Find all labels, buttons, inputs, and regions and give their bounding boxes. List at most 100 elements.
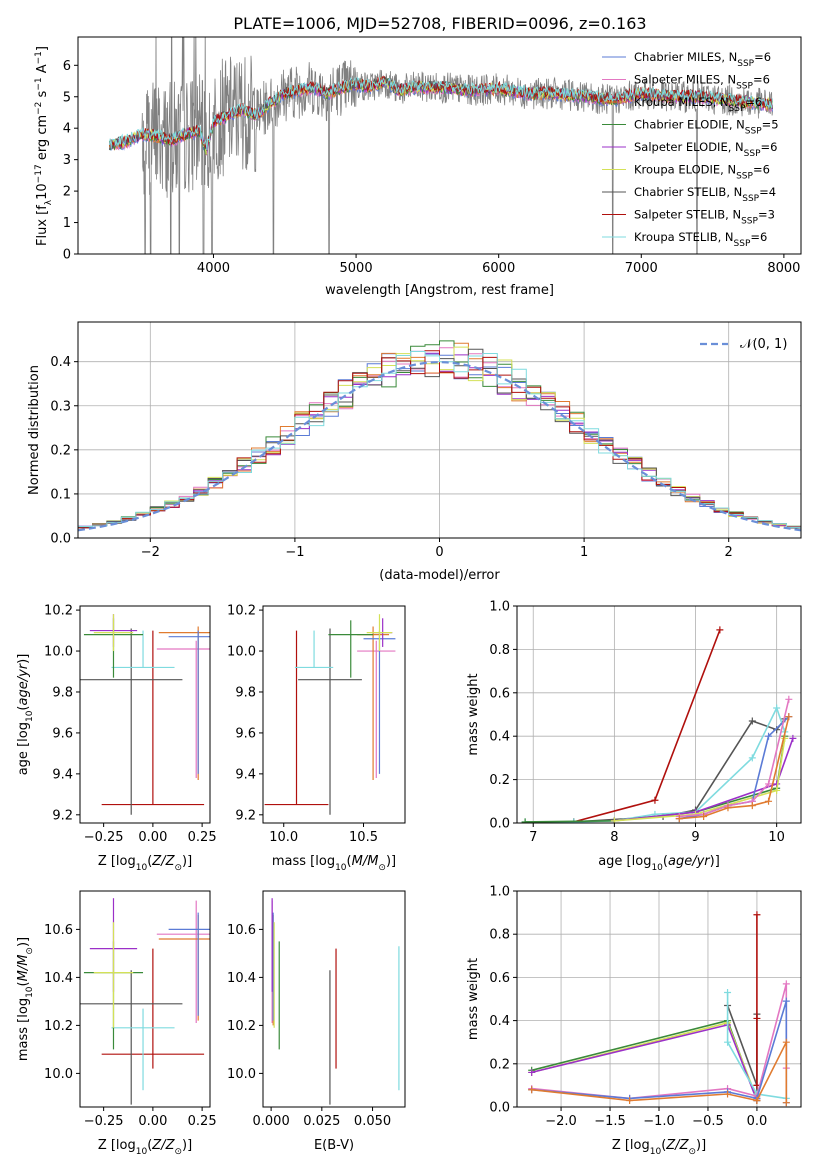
series-marker: [528, 1068, 536, 1076]
series-marker: [785, 713, 793, 721]
series-marker: [782, 1038, 790, 1046]
series-marker: [773, 704, 781, 712]
x-axis-label: E(B-V): [314, 1138, 354, 1153]
y-tick-label: 9.6: [52, 726, 73, 741]
legend-label: Kroupa MILES, NSSP=6: [634, 95, 762, 114]
y-tick-label: 10.2: [44, 1019, 73, 1034]
y-tick-label: 0.0: [489, 817, 510, 832]
x-tick-label: −1.0: [643, 1114, 675, 1129]
series-marker: [765, 780, 773, 788]
x-tick-label: 6000: [482, 261, 515, 276]
series-marker: [765, 732, 773, 740]
y-axis-label: mass [log10(M/M⊙)]: [16, 937, 35, 1061]
series-marker: [651, 796, 659, 804]
x-tick-label: 7: [529, 830, 537, 845]
y-axis-label: age [log10(age/yr)]: [16, 654, 35, 776]
x-tick-label: 0.25: [188, 830, 217, 845]
spectrum-legend: Chabrier MILES, NSSP=6 Salpeter MILES, NS…: [602, 50, 779, 249]
legend-label: Chabrier ELODIE, NSSP=5: [634, 118, 779, 137]
axes-frame: [77, 321, 802, 539]
spectrum-plot-area: [108, 37, 773, 254]
x-tick-label: 2: [725, 545, 733, 560]
y-tick-label: 1.0: [489, 600, 510, 615]
mass-z-panel: −0.25 0.00 0.25 10.0 10.2 10.4 10.6 Z [log10(Z/…: [16, 890, 217, 1157]
x-tick-label: −1.5: [594, 1114, 626, 1129]
mw-z-panel-plot-area: [528, 911, 790, 1107]
axes-frame: [516, 890, 802, 1108]
y-axis-label: Flux [fλ10−17 erg cm−2 s−1 A−1]: [34, 46, 54, 246]
x-axis-label: Z [log10(Z/Z⊙)]: [612, 1138, 706, 1157]
x-tick-label: 8: [610, 830, 618, 845]
x-tick-label: 0.00: [138, 830, 167, 845]
mw-age-panel-plot-area: [521, 626, 797, 823]
series-marker: [782, 1099, 790, 1107]
x-tick-label: 0.050: [354, 1114, 391, 1129]
axes-frame: [516, 605, 802, 824]
mass-ebv-panel-plot-area: [271, 898, 400, 1105]
y-tick-label: 0.0: [489, 1101, 510, 1116]
y-tick-label: 0.2: [489, 773, 510, 788]
y-tick-label: 9.2: [52, 808, 73, 823]
series-marker: [724, 1038, 732, 1046]
y-tick-label: 0.6: [489, 971, 510, 986]
y-tick-label: 4: [63, 122, 71, 137]
x-tick-label: −2.0: [545, 1114, 577, 1129]
y-tick-label: 0.0: [50, 532, 71, 547]
x-tick-label: 0: [435, 545, 443, 560]
x-tick-label: 9: [691, 830, 699, 845]
series-line: [726, 992, 787, 1100]
series-line: [614, 738, 786, 822]
series-line: [679, 699, 790, 818]
series-marker: [700, 812, 708, 820]
series-marker: [610, 817, 618, 823]
y-tick-label: 9.4: [235, 767, 256, 782]
hist-panel: 0.0 0.1 0.2 0.3 0.4 −2 −1 0 1 2 (data-model)/error…: [27, 321, 802, 583]
series-marker: [789, 734, 797, 742]
y-tick-label: 0.6: [489, 686, 510, 701]
age-mass-panel-plot-area: [264, 614, 396, 815]
y-tick-label: 5: [63, 90, 71, 105]
y-axis-label: Normed distribution: [27, 365, 42, 495]
y-tick-label: 0.4: [50, 355, 71, 370]
y-tick-label: 0.3: [50, 399, 71, 414]
y-tick-label: 2: [63, 185, 71, 200]
series-marker: [773, 786, 781, 794]
mw-z-panel: 0.0 0.2 0.4 0.6 0.8 1.0 −2.0 −1.5 −1.0 −0.5 0.0 Z […: [466, 885, 802, 1157]
x-tick-label: −2: [141, 545, 160, 560]
hist-plot-area: [78, 340, 801, 532]
model-spectrum-line: [108, 76, 773, 151]
y-tick-label: 10.6: [44, 923, 73, 938]
series-marker: [765, 797, 773, 805]
x-axis-label: (data-model)/error: [379, 568, 500, 583]
hist-step-line: [78, 342, 801, 530]
y-tick-label: 10.2: [227, 604, 256, 619]
series-marker: [748, 754, 756, 762]
x-tick-label: −1: [285, 545, 304, 560]
legend-label: Chabrier STELIB, NSSP=4: [634, 185, 776, 204]
series-marker: [528, 1086, 536, 1094]
y-tick-label: 9.4: [52, 767, 73, 782]
y-axis-label: mass weight: [466, 958, 481, 1040]
x-tick-label: 0.000: [253, 1114, 290, 1129]
x-axis-label: wavelength [Angstrom, rest frame]: [325, 283, 554, 298]
x-tick-label: 5000: [340, 261, 373, 276]
series-line: [614, 738, 794, 822]
y-tick-label: 0.8: [489, 643, 510, 658]
age-z-panel: −0.25 0.00 0.25 9.2 9.4 9.6 9.8 10.0 10.2 Z [log1…: [16, 604, 217, 873]
y-tick-label: 10.2: [227, 1019, 256, 1034]
series-marker: [675, 815, 683, 823]
x-axis-label: mass [log10(M/M⊙)]: [272, 854, 396, 873]
y-tick-label: 0: [63, 248, 71, 263]
spectrum-panel: 4000 5000 6000 7000 8000 0 1 2 3 4 5 6 wavelength [A…: [34, 36, 802, 298]
axes-frame: [79, 890, 211, 1108]
x-tick-label: 0.25: [188, 1114, 217, 1129]
y-tick-label: 1.0: [489, 885, 510, 900]
y-tick-label: 9.2: [235, 808, 256, 823]
x-tick-label: −0.25: [84, 1114, 124, 1129]
series-marker: [626, 1097, 634, 1105]
hist-step-line: [78, 346, 801, 530]
x-tick-label: 10: [768, 830, 785, 845]
hist-step-line: [78, 348, 801, 529]
y-tick-label: 10.6: [227, 923, 256, 938]
axes-frame: [262, 890, 406, 1108]
